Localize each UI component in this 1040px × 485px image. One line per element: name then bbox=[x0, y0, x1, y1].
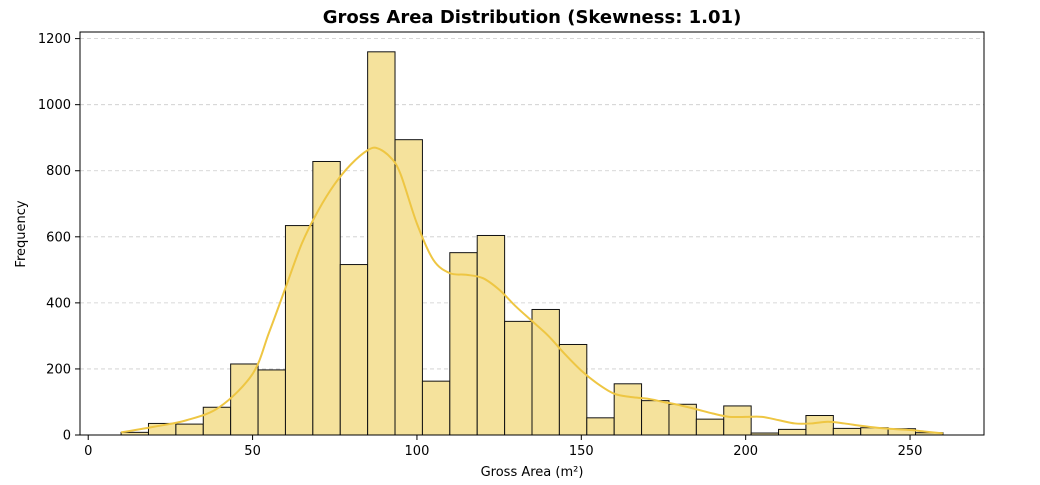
histogram-bar bbox=[312, 160, 341, 436]
histogram-bar bbox=[394, 139, 423, 436]
histogram-bar bbox=[202, 406, 232, 436]
histogram-bar bbox=[558, 343, 588, 436]
histogram-bar bbox=[339, 264, 369, 436]
histogram-bar bbox=[832, 427, 862, 436]
histogram-bar bbox=[449, 252, 478, 436]
histogram-bar bbox=[421, 380, 451, 436]
plot-frame bbox=[79, 31, 985, 436]
x-tick-label: 200 bbox=[733, 444, 758, 459]
histogram-bar bbox=[723, 405, 752, 436]
histogram-bar bbox=[476, 234, 506, 436]
histogram-bar bbox=[641, 400, 670, 436]
histogram-bar bbox=[531, 308, 560, 436]
histogram-bar bbox=[613, 383, 643, 436]
y-tick-label: 1200 bbox=[38, 32, 71, 47]
x-axis-label: Gross Area (m²) bbox=[481, 465, 584, 480]
histogram-bar bbox=[175, 423, 204, 436]
histogram-bar bbox=[504, 320, 533, 436]
x-tick-label: 50 bbox=[244, 444, 261, 459]
histogram-bar bbox=[284, 225, 314, 436]
y-axis: 0 200 400 600 800 1000 1200 bbox=[38, 32, 80, 444]
histogram-bar bbox=[668, 403, 697, 436]
histogram-bar bbox=[367, 51, 396, 436]
y-axis-label: Frequency bbox=[14, 200, 29, 267]
y-tick-label: 200 bbox=[46, 362, 71, 377]
histogram-bars bbox=[120, 51, 944, 436]
y-tick-label: 600 bbox=[46, 230, 71, 245]
histogram-bar bbox=[778, 428, 807, 436]
histogram-bar bbox=[586, 417, 615, 436]
x-tick-label: 0 bbox=[84, 444, 92, 459]
histogram-bar bbox=[230, 363, 259, 436]
chart-title: Gross Area Distribution (Skewness: 1.01) bbox=[323, 7, 742, 28]
x-tick-label: 250 bbox=[898, 444, 923, 459]
histogram-bar bbox=[257, 369, 286, 436]
x-axis: 0 50 100 150 200 250 bbox=[84, 435, 922, 459]
y-tick-label: 800 bbox=[46, 164, 71, 179]
kde-curve bbox=[120, 146, 944, 435]
y-tick-label: 0 bbox=[63, 429, 71, 444]
y-tick-label: 400 bbox=[46, 296, 71, 311]
x-tick-label: 100 bbox=[405, 444, 430, 459]
x-tick-label: 150 bbox=[569, 444, 594, 459]
y-tick-label: 1000 bbox=[38, 98, 71, 113]
histogram-bar bbox=[695, 418, 725, 436]
histogram-bar bbox=[805, 415, 834, 436]
